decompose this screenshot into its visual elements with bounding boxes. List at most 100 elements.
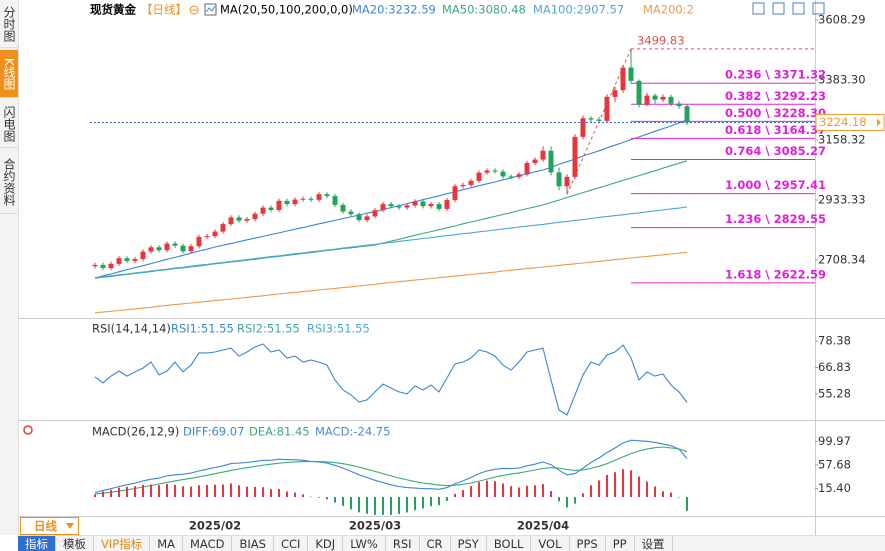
macd-bar [566, 497, 568, 508]
period-selector-label: 日线 [34, 519, 57, 533]
candle-body [668, 96, 674, 104]
candle-body [612, 90, 618, 97]
macd-bar [254, 487, 256, 498]
sidebar-tab[interactable]: K线图 [0, 50, 18, 98]
candle-body [164, 243, 170, 251]
sidebar-tab[interactable]: 闪电图 [0, 100, 18, 148]
candle-body [228, 217, 234, 225]
x-tick-label: 2025/02 [189, 519, 241, 533]
candle-body [492, 170, 498, 172]
ma-line [94, 119, 688, 279]
macd-bar [94, 494, 96, 498]
macd-bar [438, 497, 440, 506]
macd-bar [374, 497, 376, 515]
add-icon[interactable] [189, 5, 199, 15]
candle-body [140, 251, 146, 260]
macd-line [94, 446, 688, 495]
macd-bar [102, 491, 104, 498]
period-selector[interactable] [20, 517, 79, 535]
icon-button[interactable] [752, 2, 765, 15]
candle-body [388, 204, 394, 207]
last-price-box [815, 113, 885, 131]
candle-body [412, 201, 418, 206]
legend-label: MACD:-24.75 [315, 425, 390, 439]
indicator-icon[interactable] [204, 3, 217, 16]
toolbar-item[interactable]: LW% [343, 536, 386, 551]
fib-label: 1.618 \ 2622.59 [725, 267, 826, 281]
toolbar-item[interactable]: 指标 [18, 536, 56, 551]
toolbar-item[interactable]: CCI [274, 536, 309, 551]
macd-bar [222, 484, 224, 498]
macd-bar [598, 480, 600, 498]
toolbar-item[interactable]: MA [150, 536, 183, 551]
macd-bar [382, 497, 384, 515]
sidebar-tab[interactable]: 分时图 [0, 0, 18, 48]
candle-body [516, 174, 522, 177]
ma-line [94, 206, 688, 279]
toolbar-item[interactable]: MACD [183, 536, 233, 551]
macd-bar [662, 491, 664, 498]
macd-bar [414, 497, 416, 511]
toolbar-item[interactable]: PSY [451, 536, 487, 551]
icon-button[interactable] [792, 2, 805, 15]
indicator-icon [205, 5, 216, 13]
candle-body [500, 171, 506, 177]
toolbar-item[interactable]: 设置 [635, 536, 673, 551]
toolbar-item[interactable]: PP [606, 536, 635, 551]
sidebar-tab[interactable]: 合约资料 [0, 150, 18, 214]
candle-body [676, 103, 682, 107]
y-tick-label: 3608.29 [818, 13, 866, 27]
macd-bar [678, 497, 680, 498]
legend-label: MA50:3080.48 [442, 3, 526, 17]
candle-body [484, 170, 490, 173]
candle-body [276, 200, 282, 210]
toolbar-item[interactable]: BOLL [487, 536, 532, 551]
candle-body [204, 236, 210, 238]
toolbar-item[interactable]: PPS [570, 536, 606, 551]
x-tick-label: 2025/03 [349, 519, 401, 533]
candle-body [356, 214, 362, 221]
period-label: 【日线】 [141, 3, 187, 17]
macd-bar [286, 491, 288, 498]
legend-label: RSI3:51.55 [307, 322, 370, 336]
macd-bar [518, 487, 520, 498]
x-tick-label: 2025/04 [517, 519, 569, 533]
toolbar-item[interactable]: KDJ [308, 536, 344, 551]
toolbar-item[interactable]: RSI [386, 536, 420, 551]
macd-line [94, 439, 688, 494]
macd-bar [574, 497, 576, 504]
toolbar-item[interactable]: CR [420, 536, 451, 551]
macd-bar [454, 493, 456, 498]
macd-bar [470, 486, 472, 498]
macd-bar [422, 497, 424, 509]
candle-body [260, 207, 266, 214]
macd-bar [270, 489, 272, 498]
sidebar: 分时图 K线图闪电图合约资料 [0, 0, 19, 535]
macd-bar [630, 470, 632, 498]
macd-bar [126, 486, 128, 498]
icon-button[interactable] [772, 2, 785, 15]
candle-body [428, 204, 434, 207]
candle-body [524, 163, 530, 175]
peak-label: 3499.83 [637, 33, 685, 47]
toolbar-item[interactable]: VOL [531, 536, 570, 551]
candle-body [116, 258, 122, 264]
macd-bar [446, 497, 448, 501]
icon-button[interactable] [812, 2, 825, 15]
macd-bar [462, 490, 464, 498]
macd-bar [638, 476, 640, 498]
toolbar-item[interactable]: BIAS [232, 536, 274, 551]
candle-body [100, 264, 106, 269]
candle-body [244, 219, 250, 221]
macd-bar [398, 497, 400, 514]
settings-icon[interactable] [23, 425, 33, 435]
macd-bar [550, 491, 552, 498]
candle-body [436, 204, 442, 209]
candle-body [652, 95, 658, 100]
toolbar-item[interactable]: VIP指标 [94, 536, 151, 551]
dropdown-arrow [66, 523, 74, 529]
toolbar-item[interactable]: 模板 [56, 536, 94, 551]
candle-body [468, 180, 474, 185]
macd-bar [310, 496, 312, 498]
